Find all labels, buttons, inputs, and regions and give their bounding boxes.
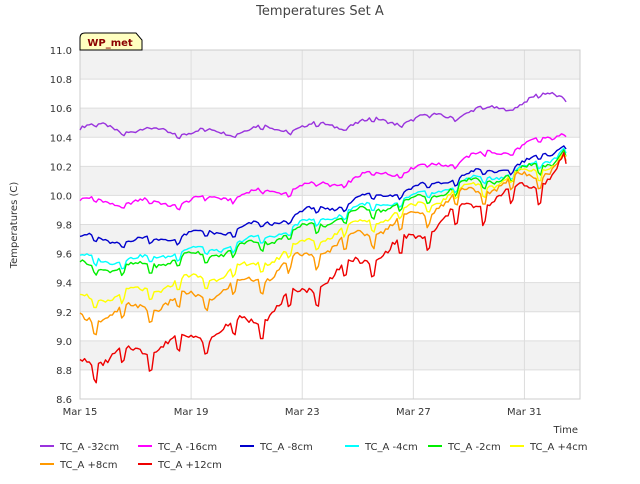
legend-label: TC_A +8cm [59, 460, 118, 471]
axes: 8.6 8.8 9.0 9.2 9.4 9.6 9.8 10.0 10.2 10.4 10.6 10.… [50, 46, 542, 418]
y-tick-label: 10.2 [50, 162, 72, 173]
series-line-0 [79, 91, 567, 140]
series-line-4 [79, 149, 567, 277]
y-tick-label: 9.4 [56, 279, 72, 290]
series-line-6 [79, 153, 567, 336]
legend-label: TC_A -8cm [259, 442, 313, 453]
grid-band [80, 282, 580, 312]
y-tick-label: 9.8 [56, 221, 72, 232]
y-tick-label: 11.0 [50, 46, 72, 57]
series-line-3 [79, 147, 567, 270]
y-tick-label: 10.0 [50, 191, 72, 202]
legend-label: TC_A +4cm [529, 442, 588, 453]
x-tick-label: Mar 15 [63, 407, 98, 418]
x-tick-label: Mar 31 [507, 407, 542, 418]
legend: TC_A -32cm TC_A -16cm TC_A -8cm TC_A -4cm TC… [40, 442, 588, 471]
y-tick-label: 8.8 [56, 366, 72, 377]
y-tick-label: 8.6 [56, 395, 72, 406]
y-tick-label: 9.0 [56, 337, 72, 348]
series-line-1 [79, 133, 567, 211]
legend-label: TC_A -2cm [447, 442, 501, 453]
x-tick-label: Mar 27 [396, 407, 431, 418]
grid-band [80, 340, 580, 370]
y-tick-label: 10.4 [50, 133, 72, 144]
legend-label: TC_A -4cm [364, 442, 418, 453]
badge-text: WP_met [87, 38, 133, 49]
badge-shape [79, 32, 143, 51]
series-line-2 [79, 145, 567, 249]
x-axis-label: Time [553, 425, 578, 436]
legend-label: TC_A +12cm [157, 460, 222, 471]
grid-band [80, 108, 580, 138]
series-lines [79, 91, 567, 384]
series-line-5 [79, 153, 567, 309]
plot-frame [79, 49, 581, 400]
legend-label: TC_A -16cm [157, 442, 217, 453]
series-line-7 [79, 151, 567, 384]
grid-bands [80, 50, 580, 370]
legend-label: TC_A -32cm [59, 442, 119, 453]
x-tick-label: Mar 23 [285, 407, 320, 418]
y-tick-label: 10.8 [50, 75, 72, 86]
y-tick-label: 10.6 [50, 104, 72, 115]
y-tick-label: 9.6 [56, 250, 72, 261]
grid-band [80, 50, 580, 80]
y-tick-label: 9.2 [56, 308, 72, 319]
chart-title: Temperatures Set A [255, 4, 384, 19]
wp-met-badge: WP_met [79, 32, 143, 51]
x-tick-label: Mar 19 [174, 407, 209, 418]
y-axis-label: Temperatures (C) [9, 182, 20, 270]
